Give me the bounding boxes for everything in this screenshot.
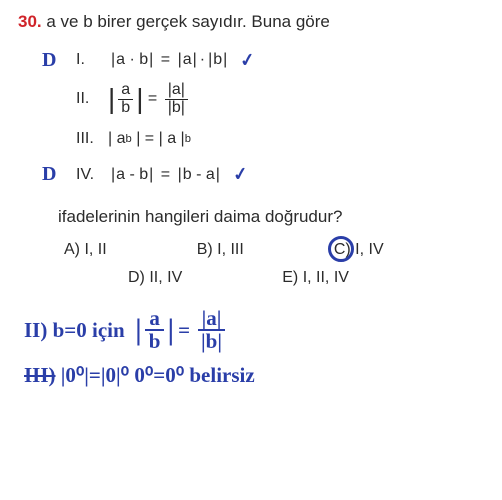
hand-l2-text: |0⁰|=|0|⁰ 0⁰=0⁰ belirsiz <box>61 359 255 392</box>
hand-arrow-2: ✓ <box>232 163 250 186</box>
statement-4: D IV. a - b = b - a ✓ <box>76 161 484 189</box>
expr-4: a - b = b - a <box>108 166 223 184</box>
frac-rhs: |a| |b| <box>165 82 188 117</box>
expr3-base: a <box>117 130 126 148</box>
expr-1-lhs: a · b <box>108 51 156 69</box>
hand-frac-r: |a| |b| <box>197 308 226 352</box>
hand-frac-l-num: a <box>145 308 164 331</box>
statement-3: III. | ab | = | a |b <box>76 125 484 153</box>
hand-frac-r-den: |b| <box>197 331 226 352</box>
question-tail: ifadelerinin hangileri daima doğrudur? <box>58 207 484 227</box>
options-row-1: A) I, II B) I, III C) I, IV <box>64 241 484 259</box>
hand-line-2: III) |0⁰|=|0|⁰ 0⁰=0⁰ belirsiz <box>24 359 484 392</box>
expr-2: | a b | = |a| |b| <box>108 82 191 117</box>
eq: = <box>156 51 174 69</box>
expr-1: a · b = a · b <box>108 51 230 69</box>
expr-1-rhsa: a <box>175 51 200 69</box>
option-a: A) I, II <box>64 241 107 259</box>
hand-l1-roman: II) <box>24 314 47 347</box>
hand-l2-roman: III) <box>24 359 56 392</box>
frac-rhs-num: |a| <box>165 82 188 100</box>
expr4-rhs: b - a <box>175 166 223 184</box>
expr3-exp: b <box>126 133 132 145</box>
roman-2: II. <box>76 90 108 108</box>
statements-block: D I. a · b = a · b ✓ II. | a b | = |a| |… <box>76 46 484 189</box>
frac-lhs-den: b <box>118 100 133 117</box>
option-c: C) I, IV <box>334 241 384 259</box>
frac-lhs-num: a <box>118 82 133 100</box>
hand-frac-l-den: b <box>145 331 165 352</box>
hand-mark-d1: D <box>42 49 56 72</box>
expr4-lhs: a - b <box>108 166 156 184</box>
hand-frac-l: a b <box>145 308 165 352</box>
option-d: D) II, IV <box>128 269 182 287</box>
roman-1: I. <box>76 51 108 69</box>
hand-eq: = <box>178 314 190 347</box>
eq: = <box>143 90 161 108</box>
statement-2: II. | a b | = |a| |b| <box>76 82 484 117</box>
option-b: B) I, III <box>197 241 244 259</box>
expr3-base2: a <box>167 130 176 148</box>
hand-frac-r-num: |a| <box>198 308 226 331</box>
frac-rhs-den: |b| <box>165 100 188 117</box>
hand-circle-c <box>328 236 354 262</box>
handwritten-work: II) b=0 için | a b | = |a| |b| III) |0⁰|… <box>24 307 484 392</box>
hand-mark-d2: D <box>42 163 56 186</box>
hand-arrow-1: ✓ <box>239 49 257 72</box>
hand-l1-text: b=0 için <box>53 314 125 347</box>
expr3-exp2: b <box>185 133 191 145</box>
expr-3: | ab | = | a |b <box>108 130 191 148</box>
question-stem: 30. a ve b birer gerçek sayıdır. Buna gö… <box>18 12 484 32</box>
question-number: 30. <box>18 12 42 31</box>
expr-1-rhsb: b <box>205 51 230 69</box>
roman-3: III. <box>76 130 108 148</box>
frac-lhs: a b <box>118 82 133 117</box>
options-block: A) I, II B) I, III C) I, IV D) II, IV E)… <box>64 241 484 287</box>
bar-r: | <box>136 83 143 115</box>
hand-line-1: II) b=0 için | a b | = |a| |b| <box>24 307 484 354</box>
statement-1: D I. a · b = a · b ✓ <box>76 46 484 74</box>
eq: = <box>156 166 174 184</box>
question-text: a ve b birer gerçek sayıdır. Buna göre <box>46 12 330 31</box>
roman-4: IV. <box>76 166 108 184</box>
bar-l: | <box>108 83 115 115</box>
option-e: E) I, II, IV <box>282 269 349 287</box>
options-row-2: D) II, IV E) I, II, IV <box>64 269 484 287</box>
